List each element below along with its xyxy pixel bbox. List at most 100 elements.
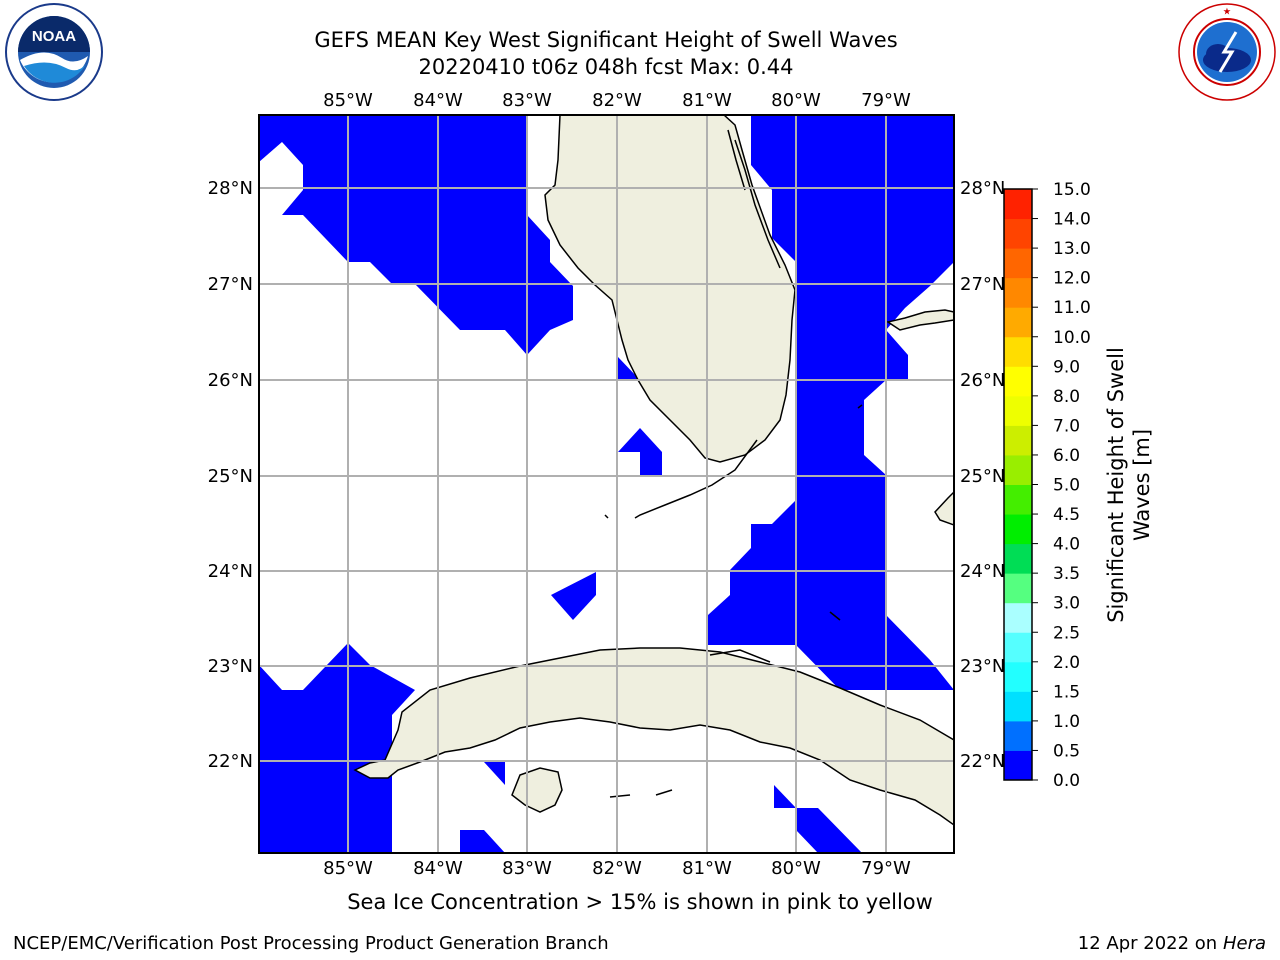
colorbar-segment: [1004, 218, 1032, 249]
lon-label-bottom: 81°W: [682, 858, 732, 879]
colorbar-tick-label: 8.0: [1053, 387, 1080, 407]
colorbar-tick-label: 3.0: [1053, 594, 1080, 614]
footer-credit: NCEP/EMC/Verification Post Processing Pr…: [13, 933, 609, 954]
colorbar-segment: [1004, 189, 1032, 220]
colorbar-segment: [1004, 750, 1032, 781]
colorbar-tick-label: 4.5: [1053, 505, 1080, 525]
colorbar-tick-label: 1.0: [1053, 712, 1080, 732]
noaa-logo-text: NOAA: [32, 28, 76, 45]
chart-title: GEFS MEAN Key West Significant Height of…: [314, 28, 898, 52]
gridlines: [259, 115, 954, 853]
lon-label-top: 79°W: [861, 90, 911, 111]
lat-label-left: 24°N: [208, 561, 253, 582]
lon-label-top: 82°W: [592, 90, 642, 111]
lon-label-top: 81°W: [682, 90, 732, 111]
lon-label-bottom: 85°W: [323, 858, 373, 879]
colorbar-segment: [1004, 277, 1032, 308]
colorbar-tick-label: 13.0: [1053, 239, 1091, 259]
lat-label-left: 26°N: [208, 370, 253, 391]
swell-region-gulf-sw: [259, 643, 415, 853]
colorbar-tick-label: 9.0: [1053, 357, 1080, 377]
lon-label-top: 84°W: [413, 90, 463, 111]
footer-date: 12 Apr 2022 on Hera: [1078, 933, 1266, 954]
swell-field: [259, 115, 954, 853]
lat-label-right: 23°N: [960, 656, 1005, 677]
colorbar-tick-label: 0.5: [1053, 741, 1080, 761]
map-layers: [259, 115, 954, 853]
colorbar-label-line2: Waves [m]: [1130, 428, 1154, 542]
lon-label-bottom: 82°W: [592, 858, 642, 879]
footer-date-text: 12 Apr 2022 on: [1077, 933, 1223, 954]
lat-label-right: 27°N: [960, 274, 1005, 295]
colorbar-tick-label: 3.5: [1053, 564, 1080, 584]
lon-label-bottom: 79°W: [861, 858, 911, 879]
colorbar-tick-label: 14.0: [1053, 210, 1091, 230]
lat-label-left: 27°N: [208, 274, 253, 295]
colorbar-segment: [1004, 336, 1032, 367]
map-frame: [258, 114, 955, 854]
colorbar-segment: [1004, 661, 1032, 692]
colorbar-segment: [1004, 691, 1032, 722]
colorbar-segment: [1004, 454, 1032, 485]
colorbar-segment: [1004, 720, 1032, 751]
lon-labels-top: 85°W 84°W 83°W 82°W 81°W 80°W 79°W: [323, 90, 911, 111]
colorbar-tick-label: 15.0: [1053, 180, 1091, 200]
colorbar-segment: [1004, 543, 1032, 574]
colorbar-segment: [1004, 395, 1032, 426]
swell-region-small-5: [460, 830, 505, 853]
colorbar-segment: [1004, 484, 1032, 515]
colorbar-tick-label: 6.0: [1053, 446, 1080, 466]
colorbar-label-line1: Significant Height of Swell: [1104, 347, 1128, 623]
land-isle-of-youth: [511, 767, 563, 813]
lat-label-left: 28°N: [208, 178, 253, 199]
colorbar-tick-label: 7.0: [1053, 416, 1080, 436]
colorbar-segment: [1004, 248, 1032, 279]
colorbar-tick-label: 5.0: [1053, 476, 1080, 496]
lon-label-bottom: 84°W: [413, 858, 463, 879]
colorbar-segment: [1004, 425, 1032, 456]
svg-text:★: ★: [1223, 7, 1231, 16]
swell-region-gulf-north: [259, 115, 573, 355]
colorbar-tick-label: 0.0: [1053, 771, 1080, 791]
lon-label-top: 85°W: [323, 90, 373, 111]
lon-label-bottom: 80°W: [771, 858, 821, 879]
lon-label-top: 80°W: [771, 90, 821, 111]
lat-label-left: 22°N: [208, 751, 253, 772]
lat-label-right: 22°N: [960, 751, 1005, 772]
lat-label-right: 28°N: [960, 178, 1005, 199]
lat-label-right: 24°N: [960, 561, 1005, 582]
colorbar-segment: [1004, 366, 1032, 397]
colorbar-tick-label: 11.0: [1053, 298, 1091, 318]
colorbar-tick-label: 2.5: [1053, 623, 1080, 643]
colorbar: 0.0 0.5 1.0 1.5 2.0 2.5 3.0 3.5 4.0 4.5 5.0 6.0 7.0 8…: [1003, 180, 1091, 791]
lon-label-bottom: 83°W: [502, 858, 552, 879]
colorbar-tick-label: 10.0: [1053, 328, 1091, 348]
land-florida: [544, 115, 796, 463]
colorbar-segment: [1004, 514, 1032, 545]
noaa-logo: NOAA: [5, 3, 103, 101]
colorbar-tick-label: 4.0: [1053, 535, 1080, 555]
lon-labels-bottom: 85°W 84°W 83°W 82°W 81°W 80°W 79°W: [323, 858, 911, 879]
swell-region-small-4: [484, 762, 505, 785]
lon-label-top: 83°W: [502, 90, 552, 111]
swell-region-small-3: [551, 572, 596, 620]
colorbar-tick-label: 12.0: [1053, 269, 1091, 289]
lat-label-left: 23°N: [208, 656, 253, 677]
coastline-details: [604, 129, 863, 798]
nws-logo: ★: [1178, 3, 1276, 101]
colorbar-tick-label: 1.5: [1053, 682, 1080, 702]
lat-labels-left: 28°N 27°N 26°N 25°N 24°N 23°N 22°N: [208, 178, 253, 772]
colorbar-segment: [1004, 307, 1032, 338]
lat-labels-right: 28°N 27°N 26°N 25°N 24°N 23°N 22°N: [960, 178, 1005, 772]
lat-label-right: 26°N: [960, 370, 1005, 391]
swell-region-atlantic-north: [708, 115, 954, 690]
colorbar-tick-label: 2.0: [1053, 653, 1080, 673]
land-bahamas-grand: [886, 309, 954, 331]
colorbar-label: Significant Height of Swell Waves [m]: [1103, 347, 1155, 623]
colorbar-segment: [1004, 632, 1032, 663]
lat-label-right: 25°N: [960, 466, 1005, 487]
swell-region-small-7: [796, 808, 862, 853]
colorbar-segment: [1004, 602, 1032, 633]
swell-region-small-6: [774, 785, 796, 808]
